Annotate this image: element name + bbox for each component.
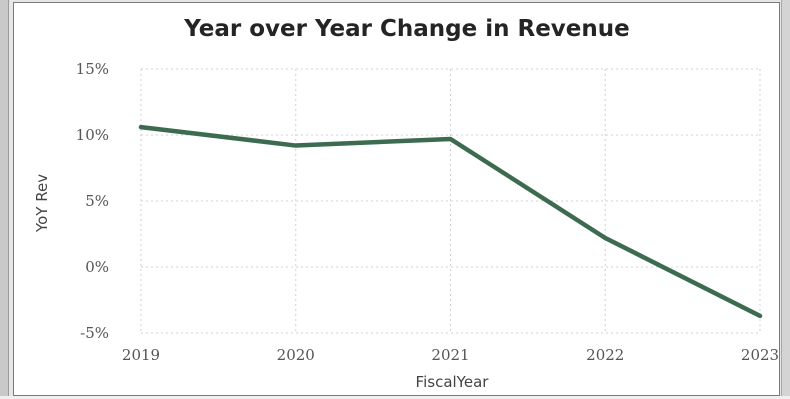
line-chart-visual[interactable]: Year over Year Change in Revenue 15% 10% 5…: [13, 2, 780, 396]
y-axis-title: YoY Rev: [33, 174, 51, 233]
y-tick-label: 5%: [85, 192, 109, 210]
x-tick-label: 2019: [122, 346, 160, 364]
y-tick-label: 10%: [76, 126, 109, 144]
left-pane-edge: [0, 0, 9, 396]
y-tick-label: 15%: [76, 60, 109, 78]
x-tick-label: 2022: [586, 346, 624, 364]
chart-title: Year over Year Change in Revenue: [183, 16, 630, 42]
y-tick-label: 0%: [85, 258, 109, 276]
x-axis-ticks: 2019 2020 2021 2022 2023: [122, 346, 779, 364]
scrollbar-track[interactable]: [781, 0, 790, 396]
y-tick-label: -5%: [80, 324, 109, 342]
chart-svg: Year over Year Change in Revenue 15% 10% 5…: [14, 3, 779, 395]
y-axis-ticks: 15% 10% 5% 0% -5%: [76, 60, 109, 342]
x-tick-label: 2023: [741, 346, 779, 364]
grid-layer: [141, 69, 760, 333]
x-axis-title: FiscalYear: [416, 373, 490, 391]
x-tick-label: 2020: [277, 346, 315, 364]
x-tick-label: 2021: [431, 346, 469, 364]
